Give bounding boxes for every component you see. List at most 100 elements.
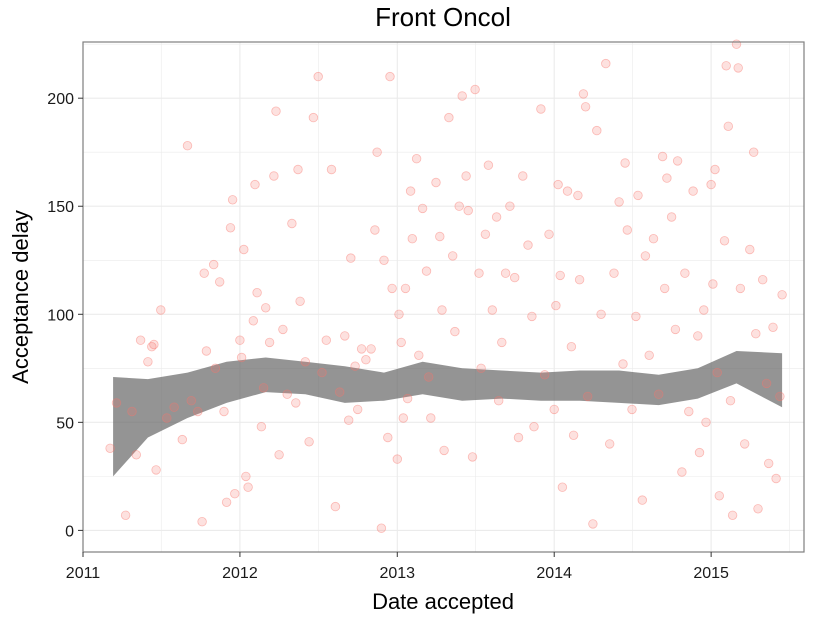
data-point bbox=[500, 268, 511, 278]
data-point bbox=[677, 467, 687, 477]
data-point bbox=[127, 406, 137, 417]
data-point bbox=[544, 229, 554, 240]
data-point bbox=[326, 164, 337, 175]
data-point bbox=[536, 104, 546, 114]
data-point bbox=[147, 342, 157, 352]
data-point bbox=[448, 251, 458, 261]
data-point bbox=[487, 305, 498, 315]
data-point bbox=[631, 311, 641, 322]
data-point bbox=[620, 158, 630, 168]
data-point bbox=[761, 378, 772, 389]
data-point bbox=[156, 305, 166, 315]
data-point bbox=[295, 296, 305, 307]
data-point bbox=[633, 190, 643, 201]
y-axis-title: Acceptance delay bbox=[8, 210, 33, 384]
data-point bbox=[596, 309, 606, 320]
data-point bbox=[627, 404, 637, 415]
data-point bbox=[239, 244, 249, 255]
data-point bbox=[523, 240, 533, 250]
data-point bbox=[518, 171, 528, 181]
data-point bbox=[372, 147, 382, 157]
data-point bbox=[370, 225, 380, 235]
data-point bbox=[261, 303, 271, 313]
data-point bbox=[308, 112, 319, 123]
data-point bbox=[580, 102, 591, 112]
data-point bbox=[555, 270, 565, 281]
data-point bbox=[421, 266, 432, 276]
data-point bbox=[407, 233, 418, 244]
data-point bbox=[208, 259, 219, 270]
data-point bbox=[143, 357, 153, 367]
data-point bbox=[609, 268, 619, 278]
data-point bbox=[751, 329, 761, 339]
data-point bbox=[111, 398, 122, 408]
x-tick-label: 2012 bbox=[222, 565, 258, 582]
data-point bbox=[210, 363, 221, 374]
data-point bbox=[684, 406, 694, 417]
data-point bbox=[385, 71, 395, 82]
data-point bbox=[497, 337, 507, 348]
data-point bbox=[236, 352, 247, 363]
data-point bbox=[660, 283, 670, 294]
data-point bbox=[424, 372, 434, 382]
data-point bbox=[680, 268, 690, 278]
data-point bbox=[392, 454, 403, 464]
data-point bbox=[293, 164, 303, 175]
data-point bbox=[304, 437, 314, 447]
data-point bbox=[219, 406, 229, 417]
data-point bbox=[529, 422, 539, 432]
data-point bbox=[400, 283, 411, 294]
data-point bbox=[662, 173, 672, 183]
data-point bbox=[243, 482, 253, 492]
data-point bbox=[723, 121, 734, 132]
data-point bbox=[227, 195, 238, 205]
data-point bbox=[376, 523, 387, 533]
data-point bbox=[411, 153, 422, 164]
data-point bbox=[264, 337, 275, 348]
x-tick-label: 2013 bbox=[379, 565, 415, 582]
x-tick-label: 2015 bbox=[693, 565, 729, 582]
data-point bbox=[749, 147, 759, 157]
data-point bbox=[470, 84, 480, 95]
data-point bbox=[657, 151, 668, 162]
data-point bbox=[771, 473, 781, 484]
data-point bbox=[383, 432, 393, 443]
data-point bbox=[510, 272, 520, 283]
data-point bbox=[230, 489, 240, 499]
data-point bbox=[340, 331, 350, 341]
data-point bbox=[344, 415, 354, 425]
data-point bbox=[366, 344, 376, 354]
data-point bbox=[467, 452, 478, 462]
data-point bbox=[105, 443, 115, 454]
data-point bbox=[350, 361, 360, 371]
data-point bbox=[414, 350, 424, 361]
data-point bbox=[317, 367, 327, 378]
data-point bbox=[731, 39, 742, 49]
data-point bbox=[540, 370, 550, 380]
x-axis-title: Date accepted bbox=[372, 589, 514, 614]
data-point bbox=[394, 309, 404, 320]
y-tick-label: 100 bbox=[47, 307, 74, 324]
data-point bbox=[614, 197, 624, 207]
data-point bbox=[708, 279, 718, 289]
data-point bbox=[654, 389, 664, 399]
data-point bbox=[248, 316, 259, 326]
data-point bbox=[313, 71, 323, 82]
data-point bbox=[710, 164, 720, 175]
data-point bbox=[666, 212, 677, 222]
data-point bbox=[282, 389, 292, 399]
data-point bbox=[719, 236, 730, 246]
data-point bbox=[688, 186, 698, 196]
data-point bbox=[566, 342, 577, 352]
data-point bbox=[494, 396, 504, 406]
data-point bbox=[271, 106, 281, 116]
data-point bbox=[252, 288, 262, 298]
data-point bbox=[431, 177, 441, 188]
y-tick-label: 0 bbox=[65, 523, 74, 540]
data-point bbox=[199, 268, 209, 278]
data-point bbox=[648, 233, 659, 244]
data-point bbox=[562, 186, 573, 196]
data-point bbox=[457, 91, 467, 101]
